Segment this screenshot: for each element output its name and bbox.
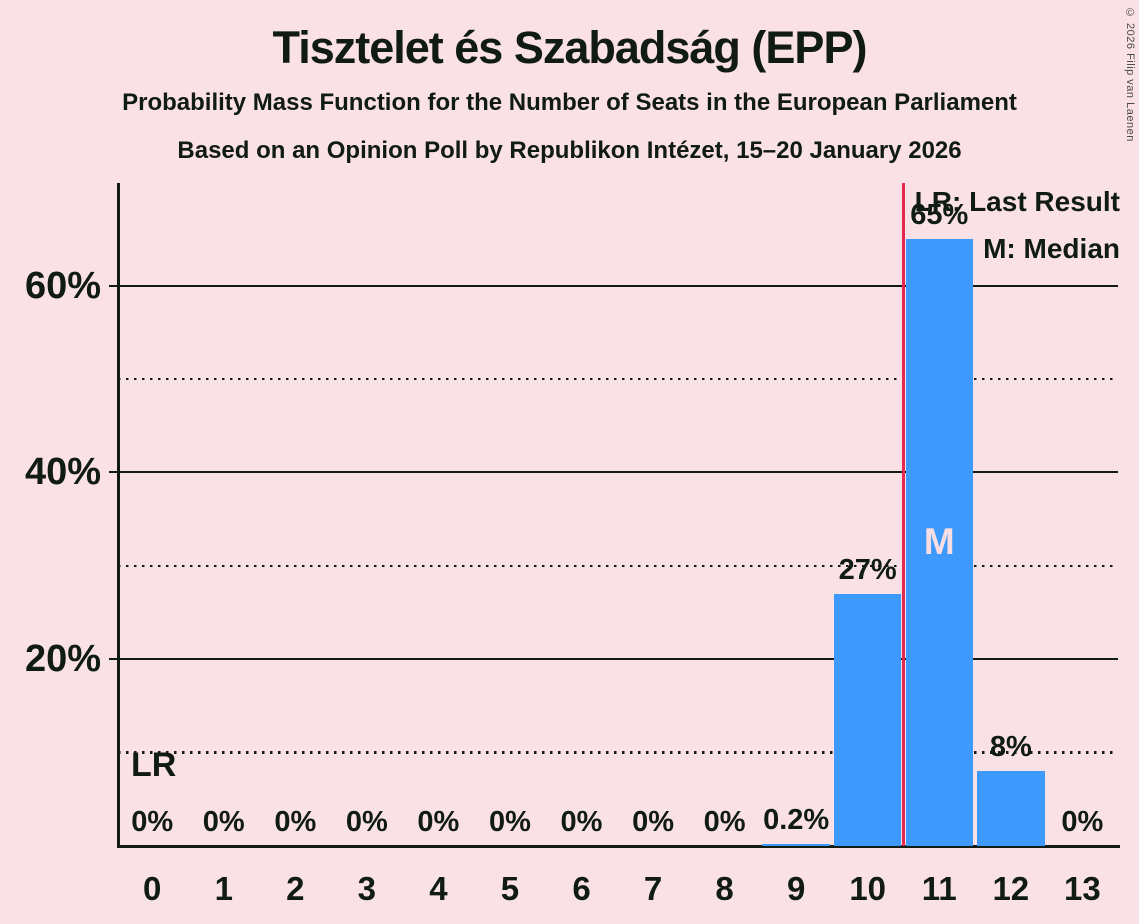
chart-legend: LR: Last Result M: Median bbox=[915, 185, 1120, 266]
y-axis-label-60pct: 60% bbox=[24, 264, 101, 307]
y-axis bbox=[116, 183, 120, 848]
last-result-annotation-label: LR bbox=[131, 746, 177, 784]
gridline-dotted-10pct bbox=[118, 751, 1118, 754]
y-axis-tick-40pct bbox=[109, 471, 117, 474]
chart-poll-source: Based on an Opinion Poll by Republikon I… bbox=[177, 137, 962, 164]
bar-value-label-seat-2: 0% bbox=[274, 806, 317, 838]
bar-value-label-seat-5: 0% bbox=[488, 806, 531, 838]
x-axis-label-seat-6: 6 bbox=[572, 870, 591, 907]
x-axis-label-seat-9: 9 bbox=[786, 870, 806, 907]
bar-value-label-seat-1: 0% bbox=[202, 806, 245, 838]
bar-value-label-seat-4: 0% bbox=[417, 806, 460, 838]
copyright-notice: © 2026 Filip van Laenen bbox=[1124, 7, 1136, 142]
bar-value-label-seat-7: 0% bbox=[632, 806, 674, 838]
x-axis-label-seat-5: 5 bbox=[500, 870, 520, 907]
legend-median: M: Median bbox=[983, 233, 1120, 264]
x-axis bbox=[116, 845, 1120, 848]
chart-subtitle: Probability Mass Function for the Number… bbox=[122, 89, 1017, 116]
y-axis-label-40pct: 40% bbox=[24, 451, 101, 494]
gridline-60pct bbox=[118, 284, 1118, 287]
x-axis-label-seat-13: 13 bbox=[1063, 870, 1101, 907]
x-axis-label-seat-8: 8 bbox=[715, 870, 734, 907]
x-axis-label-seat-1: 1 bbox=[214, 870, 233, 907]
x-axis-label-seat-7: 7 bbox=[643, 870, 663, 907]
y-axis-tick-60pct bbox=[109, 284, 117, 287]
bar-value-label-seat-11: 65% bbox=[910, 198, 969, 231]
bar-value-label-seat-8: 0% bbox=[703, 806, 746, 838]
x-axis-label-seat-3: 3 bbox=[357, 870, 377, 907]
x-axis-label-seat-11: 11 bbox=[921, 870, 957, 907]
legend-last-result: LR: Last Result bbox=[914, 186, 1120, 217]
bar-value-label-seat-13: 0% bbox=[1061, 806, 1104, 838]
bar-value-label-seat-6: 0% bbox=[560, 806, 603, 838]
chart-title: Tisztelet és Szabadság (EPP) bbox=[272, 22, 868, 73]
gridline-40pct bbox=[118, 471, 1118, 474]
x-axis-label-seat-12: 12 bbox=[992, 870, 1030, 907]
gridline-20pct bbox=[118, 658, 1118, 661]
bar-seat-12 bbox=[977, 771, 1045, 846]
bar-value-label-seat-3: 0% bbox=[345, 806, 388, 838]
last-result-line bbox=[901, 183, 905, 846]
bar-value-label-seat-12: 8% bbox=[989, 731, 1032, 764]
bar-value-label-seat-0: 0% bbox=[131, 806, 174, 838]
gridline-dotted-50pct bbox=[118, 377, 1118, 381]
gridline-dotted-30pct bbox=[118, 564, 1118, 568]
bar-value-label-seat-9: 0.2% bbox=[763, 804, 830, 837]
x-axis-label-seat-4: 4 bbox=[429, 870, 448, 907]
y-axis-label-20pct: 20% bbox=[24, 638, 101, 681]
bar-seat-9 bbox=[762, 844, 830, 846]
bar-seat-11 bbox=[905, 238, 973, 846]
y-axis-tick-20pct bbox=[109, 658, 117, 661]
bar-seat-10 bbox=[833, 593, 902, 846]
median-marker-label: M bbox=[923, 521, 955, 563]
x-axis-label-seat-2: 2 bbox=[286, 870, 305, 907]
bar-value-label-seat-10: 27% bbox=[838, 553, 897, 586]
x-axis-label-seat-0: 0 bbox=[143, 870, 162, 907]
x-axis-label-seat-10: 10 bbox=[849, 870, 887, 907]
